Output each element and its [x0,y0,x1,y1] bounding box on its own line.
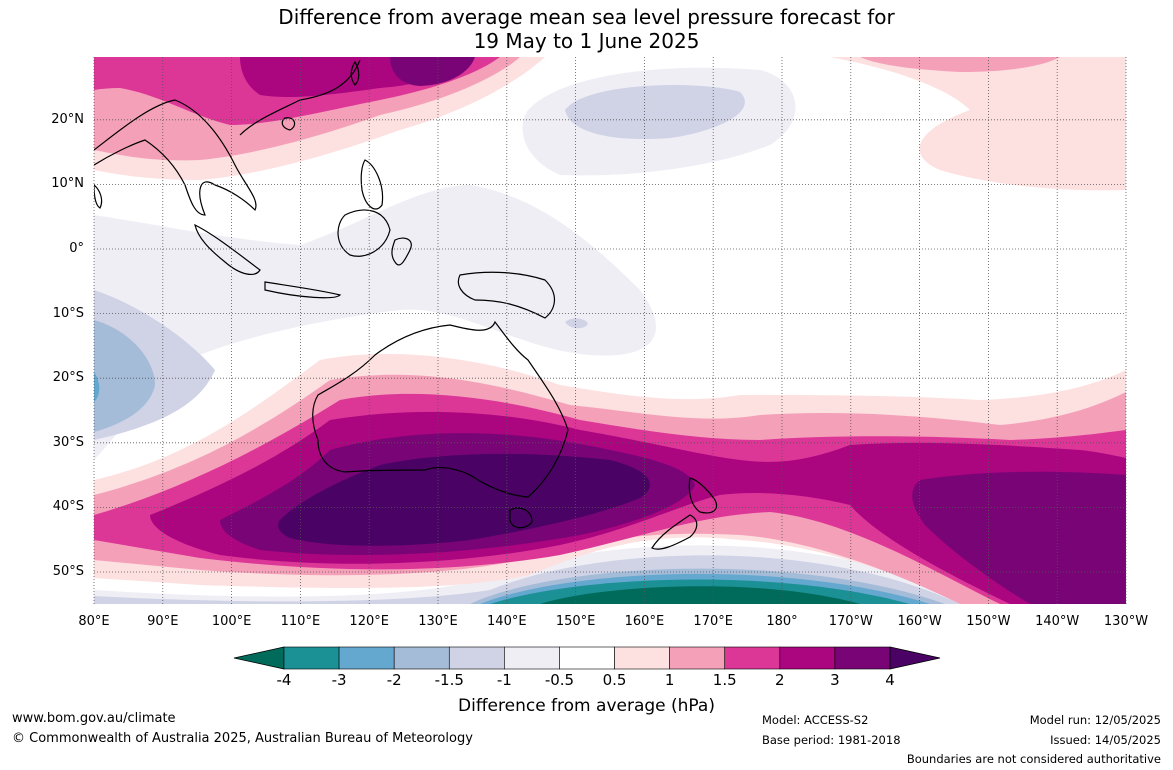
longitude-label: 180° [766,614,798,629]
contour-neg-1-north [565,85,745,140]
sri-lanka-coastline [94,184,103,209]
model-run-date: Model run: 12/05/2025 [1029,713,1161,727]
contour-pos-1-ne [860,57,1060,72]
latitude-label: 40°S [52,499,84,515]
colorbar-min-extend [233,646,285,670]
colorbar-swatch [834,646,891,670]
colorbar-swatch [669,646,726,670]
colorbar-swatch [614,646,670,670]
colorbar-tick-label: -2 [386,671,402,689]
latitude-label: 20°S [52,370,84,386]
colorbar-swatch [504,646,560,670]
colorbar-swatch [393,646,450,670]
colorbar-swatch [724,646,781,670]
contour-pos-0-5-ne [830,57,1126,191]
longitude-label: 140°E [487,614,527,629]
colorbar-tick-label: -1 [496,671,512,689]
contour-pos-3-north [390,57,475,86]
longitude-label: 120°E [349,614,389,629]
anomaly-field [94,57,1126,604]
contour-neg-small [565,318,588,329]
issued-date: Issued: 14/05/2025 [1050,733,1161,747]
map-title: Difference from average mean sea level p… [278,5,895,29]
longitude-label: 100°E [211,614,252,629]
taiwan-coastline [350,60,360,86]
latitude-label: 10°S [52,305,84,321]
colorbar-swatch [448,646,505,670]
base-period: Base period: 1981-2018 [762,733,901,747]
contour-pos-4-south [278,453,650,546]
java-coastline [264,281,342,299]
contour-neg-4-south [540,586,860,604]
copyright-text: © Commonwealth of Australia 2025, Austra… [12,731,473,746]
coastlines [94,59,718,550]
contour-neg-2-west [94,372,100,402]
model-name: Model: ACCESS-S2 [762,713,869,727]
latitude-label: 50°S [52,564,84,579]
longitude-label: 90°E [147,614,179,629]
colorbar-swatch [779,646,836,670]
website-link[interactable]: www.bom.gov.au/climate [12,711,176,726]
new-zealand-south-coastline [651,514,698,550]
colorbar-tick-label: 2 [775,671,785,689]
contour-neg-1-5-west [94,320,155,432]
contour-neg-0-5-tropics [94,185,656,460]
new-guinea-coastline [457,271,555,319]
tasmania-coastline [509,507,533,529]
colorbar-tick-label: 1 [664,671,675,689]
longitude-label: 80°E [78,614,110,629]
colorbar-tick-label: -1.5 [434,671,464,689]
map-subtitle: 19 May to 1 June 2025 [473,29,700,53]
longitude-label: 150°W [966,614,1011,629]
latitude-label: 0° [69,241,84,256]
longitude-label: 160°W [897,614,942,629]
colorbar-tick-label: 1.5 [712,671,737,689]
colorbar-tick-label: -4 [276,671,292,689]
longitude-label: 130°W [1103,614,1149,629]
longitude-label: 140°W [1035,614,1080,629]
colorbar-swatch [283,646,340,670]
colorbar-tick-label: 4 [885,671,895,689]
latitude-label: 10°N [51,176,84,192]
colorbar [233,646,941,670]
sulawesi-coastline [391,237,412,266]
colorbar-swatch [338,646,395,670]
colorbar-label: Difference from average (hPa) [458,696,715,716]
borneo-coastline [337,209,391,257]
longitude-label: 170°E [693,614,733,629]
colorbar-max-extend [889,646,941,670]
australia-coastline [312,320,569,498]
colorbar-tick-label: -3 [331,671,347,689]
sumatra-coastline [194,223,261,276]
longitude-label: 110°E [280,614,321,629]
philippines-coastline [360,159,384,210]
latitude-label: 20°N [51,111,84,127]
lat-lon-grid [93,57,1127,604]
longitude-label: 160°E [624,614,665,629]
longitude-label: 130°E [418,614,458,629]
colorbar-swatch [559,646,615,670]
hainan-coastline [281,117,296,131]
latitude-label: 30°S [52,434,84,450]
new-zealand-north-coastline [688,477,718,514]
colorbar-tick-label: 3 [830,671,840,689]
colorbar-tick-label: -0.5 [544,671,575,689]
longitude-label: 170°W [828,614,873,629]
colorbar-tick-label: 0.5 [602,671,627,689]
longitude-label: 150°E [555,614,596,629]
disclaimer-text: Boundaries are not considered authoritat… [906,752,1161,766]
